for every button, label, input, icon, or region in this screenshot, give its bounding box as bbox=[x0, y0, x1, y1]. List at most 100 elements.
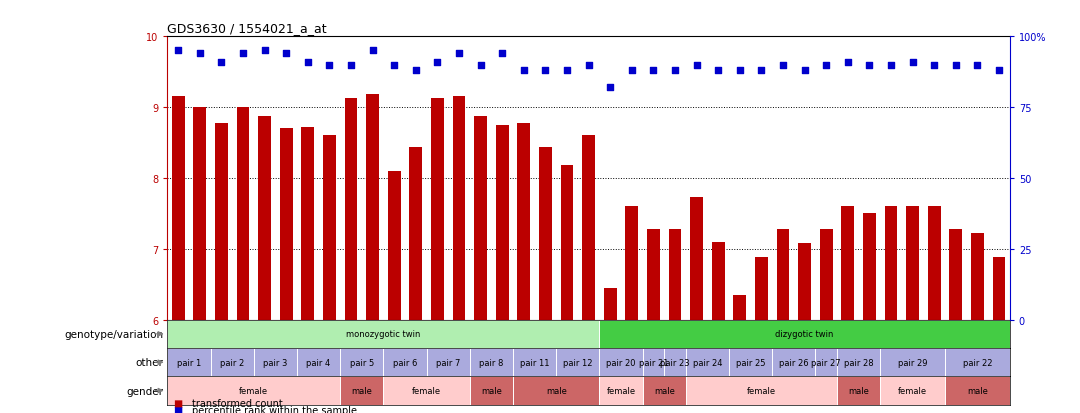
Bar bbox=[647, 230, 660, 320]
Bar bbox=[686, 348, 729, 377]
Bar bbox=[496, 126, 509, 320]
Text: female: female bbox=[607, 386, 635, 395]
Text: pair 24: pair 24 bbox=[692, 358, 723, 367]
Bar bbox=[431, 99, 444, 320]
Bar bbox=[604, 288, 617, 320]
Bar bbox=[427, 348, 470, 377]
Point bbox=[666, 68, 684, 74]
Bar bbox=[323, 136, 336, 320]
Bar bbox=[254, 348, 297, 377]
Point bbox=[753, 68, 770, 74]
Text: pair 8: pair 8 bbox=[480, 358, 503, 367]
Text: female: female bbox=[899, 386, 927, 395]
Text: GDS3630 / 1554021_a_at: GDS3630 / 1554021_a_at bbox=[167, 21, 327, 35]
Text: pair 21: pair 21 bbox=[638, 358, 669, 367]
Point bbox=[472, 62, 489, 69]
Text: pair 4: pair 4 bbox=[307, 358, 330, 367]
Point bbox=[623, 68, 640, 74]
Point bbox=[191, 51, 208, 57]
Text: transformed count: transformed count bbox=[192, 398, 283, 408]
Bar bbox=[539, 147, 552, 320]
Text: pair 23: pair 23 bbox=[660, 358, 690, 367]
Bar bbox=[167, 320, 599, 348]
Bar bbox=[383, 377, 470, 405]
Text: female: female bbox=[413, 386, 441, 395]
Text: pair 11: pair 11 bbox=[519, 358, 550, 367]
Point bbox=[170, 48, 187, 55]
Point bbox=[645, 68, 662, 74]
Bar bbox=[258, 116, 271, 320]
Bar bbox=[686, 377, 837, 405]
Bar bbox=[729, 348, 772, 377]
Bar bbox=[453, 97, 465, 320]
Bar bbox=[513, 348, 556, 377]
Bar bbox=[643, 348, 664, 377]
Bar bbox=[345, 99, 357, 320]
Bar bbox=[880, 377, 945, 405]
Text: pair 12: pair 12 bbox=[563, 358, 593, 367]
Point bbox=[926, 62, 943, 69]
Text: female: female bbox=[240, 386, 268, 395]
Bar bbox=[409, 147, 422, 320]
Bar bbox=[906, 207, 919, 320]
Point bbox=[450, 51, 468, 57]
Bar bbox=[599, 320, 1010, 348]
Point bbox=[515, 68, 532, 74]
Text: male: male bbox=[967, 386, 988, 395]
Text: pair 27: pair 27 bbox=[811, 358, 841, 367]
Point bbox=[861, 62, 878, 69]
Point bbox=[904, 59, 921, 66]
Text: male: male bbox=[653, 386, 675, 395]
Text: pair 5: pair 5 bbox=[350, 358, 374, 367]
Bar bbox=[885, 207, 897, 320]
Text: pair 28: pair 28 bbox=[843, 358, 874, 367]
Text: percentile rank within the sample: percentile rank within the sample bbox=[192, 405, 357, 413]
Bar bbox=[301, 128, 314, 320]
Bar bbox=[513, 377, 599, 405]
Bar bbox=[669, 230, 681, 320]
Point bbox=[818, 62, 835, 69]
Bar bbox=[517, 123, 530, 320]
Bar bbox=[643, 377, 686, 405]
Bar bbox=[993, 258, 1005, 320]
Bar bbox=[837, 377, 880, 405]
Text: pair 7: pair 7 bbox=[436, 358, 460, 367]
Point bbox=[969, 62, 986, 69]
Point bbox=[882, 62, 900, 69]
Point bbox=[731, 68, 748, 74]
Bar bbox=[945, 377, 1010, 405]
Point bbox=[580, 62, 597, 69]
Text: pair 1: pair 1 bbox=[177, 358, 201, 367]
Point bbox=[796, 68, 813, 74]
Text: male: male bbox=[481, 386, 502, 395]
Point bbox=[278, 51, 295, 57]
Bar bbox=[690, 198, 703, 320]
Bar bbox=[340, 348, 383, 377]
Text: pair 6: pair 6 bbox=[393, 358, 417, 367]
Text: pair 26: pair 26 bbox=[779, 358, 809, 367]
Bar bbox=[211, 348, 254, 377]
Text: pair 22: pair 22 bbox=[962, 358, 993, 367]
Text: ■: ■ bbox=[173, 398, 183, 408]
Point bbox=[299, 59, 316, 66]
Text: pair 20: pair 20 bbox=[606, 358, 636, 367]
Bar bbox=[582, 136, 595, 320]
Bar bbox=[733, 295, 746, 320]
Bar bbox=[928, 207, 941, 320]
Point bbox=[321, 62, 338, 69]
Text: other: other bbox=[135, 357, 163, 367]
Bar bbox=[556, 348, 599, 377]
Bar bbox=[841, 207, 854, 320]
Bar bbox=[470, 348, 513, 377]
Text: ■: ■ bbox=[173, 405, 183, 413]
Text: genotype/variation: genotype/variation bbox=[64, 329, 163, 339]
Text: monozygotic twin: monozygotic twin bbox=[347, 330, 420, 339]
Bar bbox=[172, 97, 185, 320]
Bar bbox=[945, 348, 1010, 377]
Bar bbox=[712, 242, 725, 320]
Text: pair 29: pair 29 bbox=[897, 358, 928, 367]
Bar bbox=[474, 117, 487, 320]
Point bbox=[407, 68, 424, 74]
Point bbox=[256, 48, 273, 55]
Bar bbox=[971, 234, 984, 320]
